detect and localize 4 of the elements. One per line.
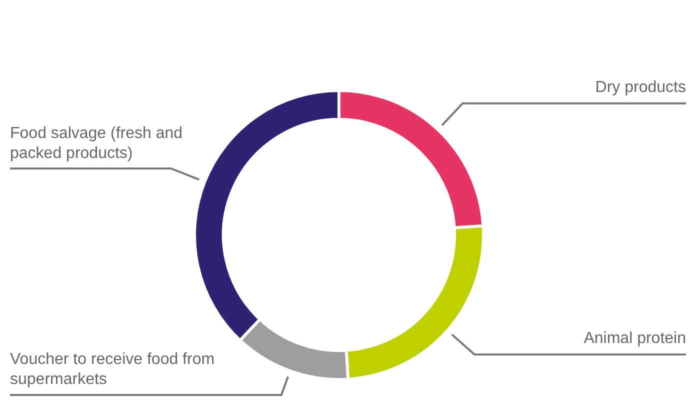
slice-label: Food salvage (fresh and packed products): [10, 124, 184, 164]
slice-label: Dry products: [595, 78, 686, 98]
slice-label: Voucher to receive food from supermarkets: [10, 350, 216, 390]
slice-label: Animal protein: [584, 329, 686, 350]
